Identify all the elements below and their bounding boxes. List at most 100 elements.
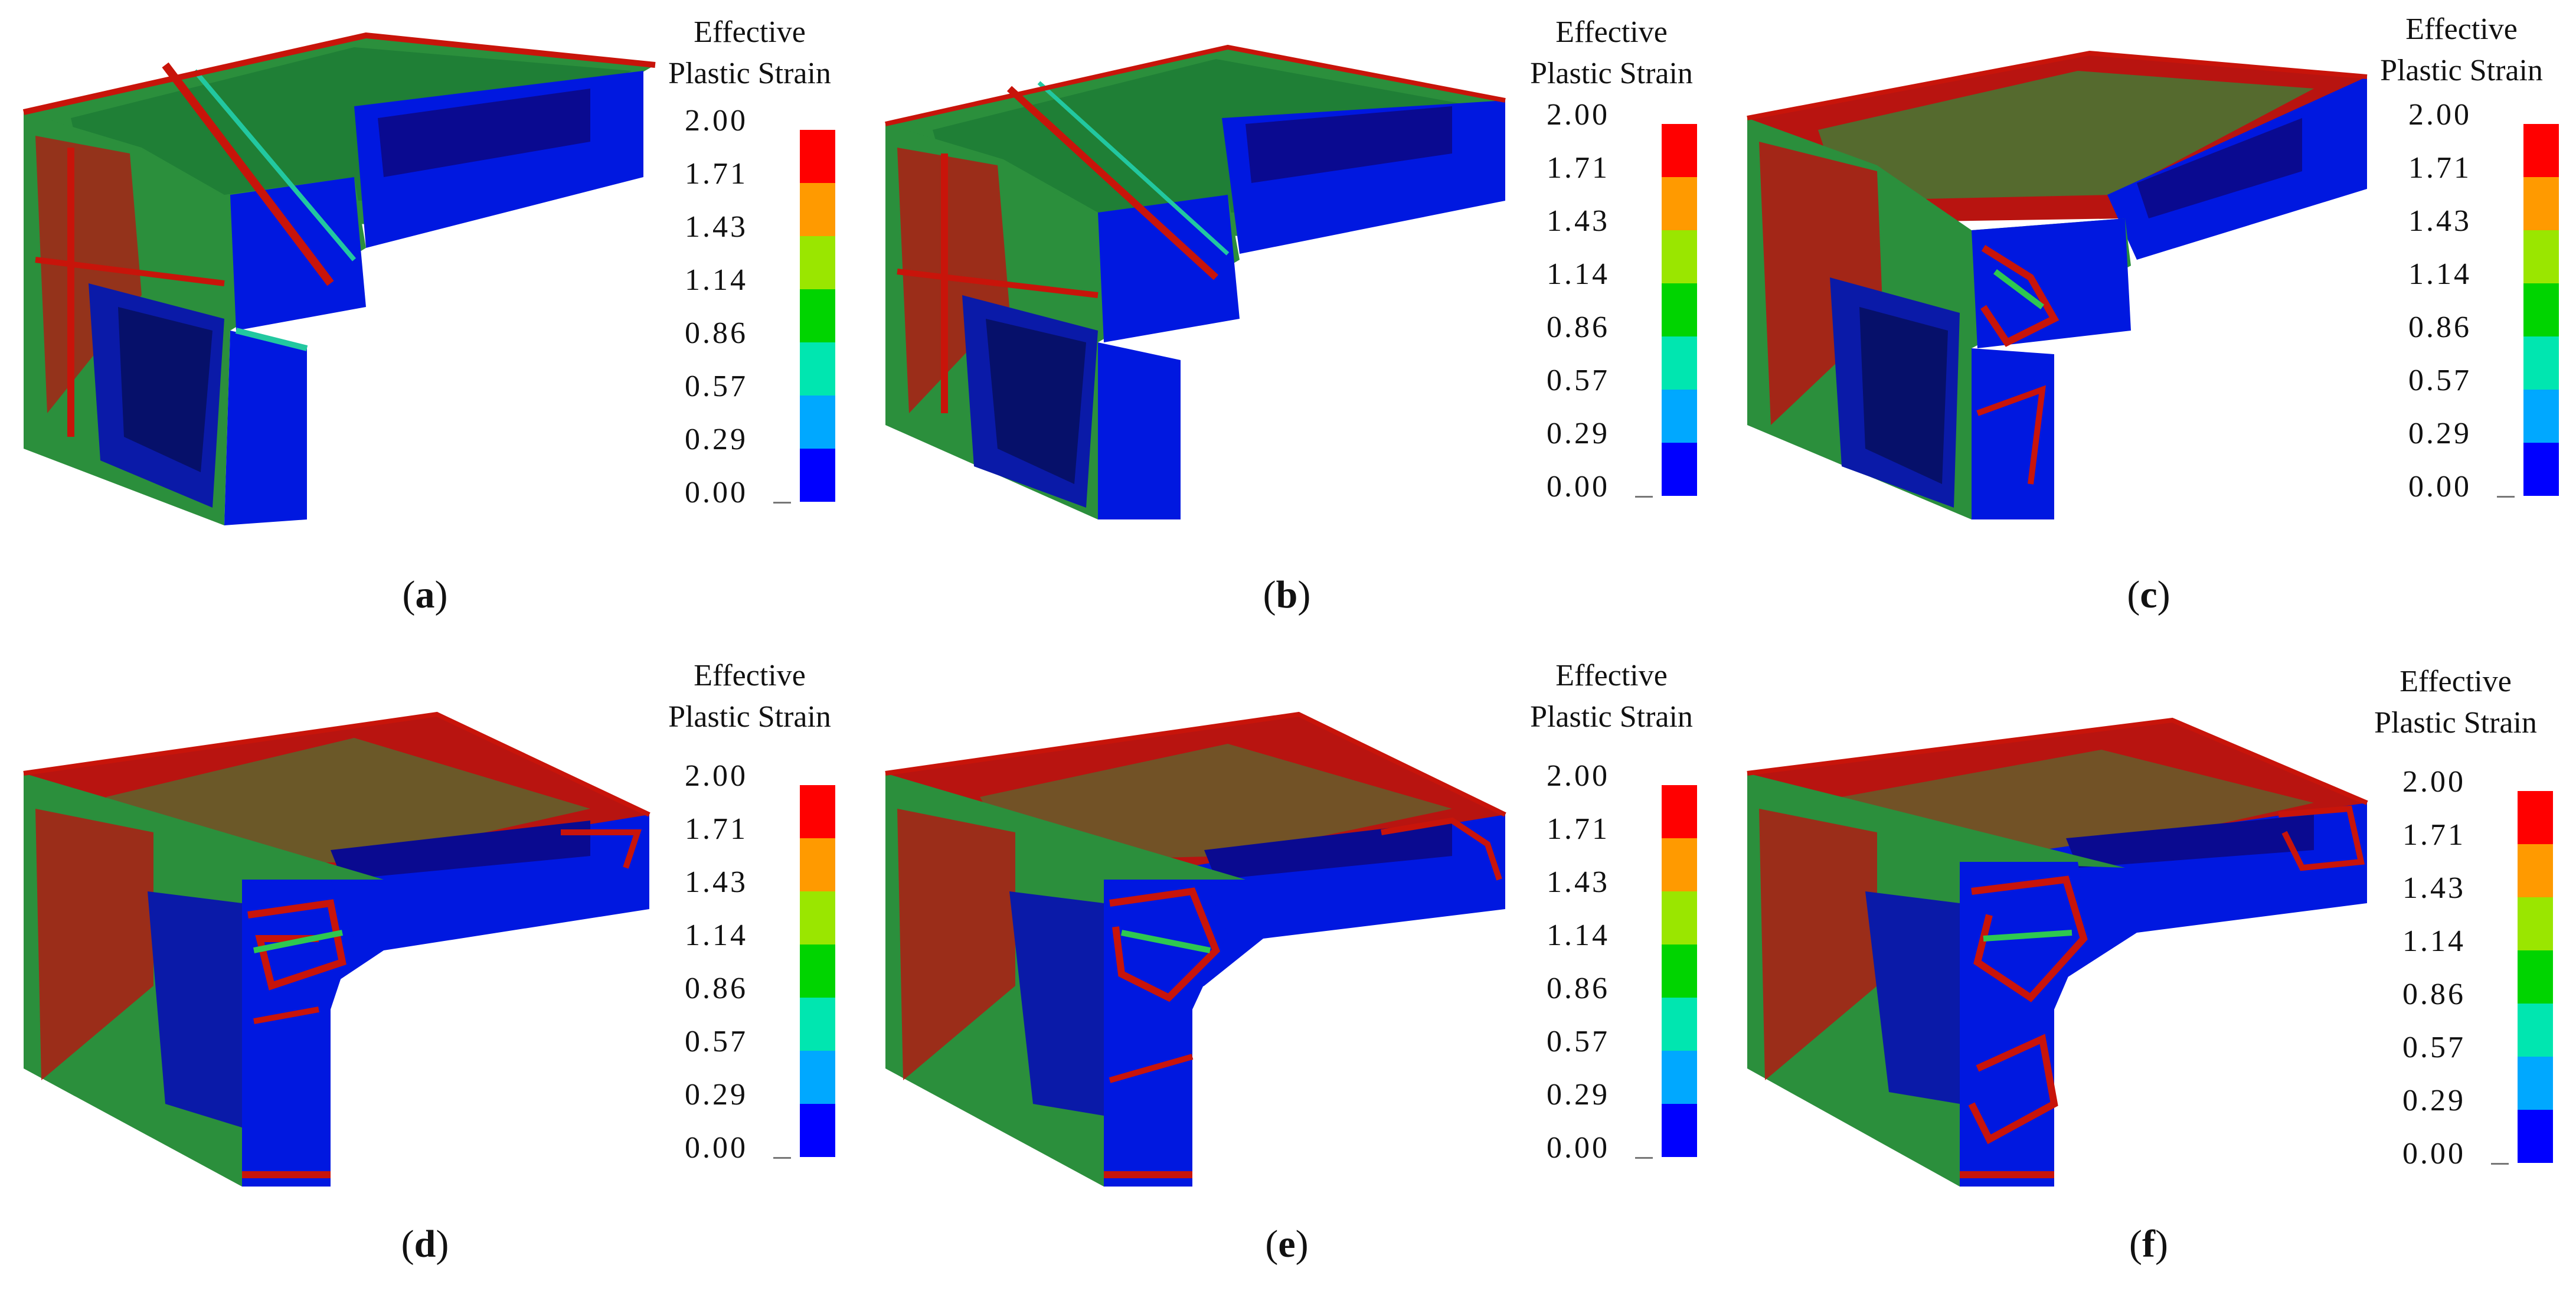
- simulation-render-a: [22, 32, 656, 525]
- block-model-c: [1747, 50, 2368, 519]
- color-band-4: [800, 998, 835, 1051]
- simulation-render-f: [1747, 717, 2368, 1187]
- tick-label: 1.43: [1547, 865, 1610, 899]
- zero-tick-line: [1635, 1157, 1653, 1159]
- tick-label: 2.00: [1547, 759, 1610, 793]
- zero-tick-line: [2491, 1163, 2509, 1165]
- tick-label: 0.00: [2408, 470, 2472, 504]
- color-band-1: [800, 838, 835, 891]
- tick-label: 2.00: [2408, 98, 2472, 132]
- tick-label: 0.29: [2402, 1084, 2466, 1117]
- tick-label: 1.14: [1547, 257, 1610, 291]
- zero-tick-line: [773, 1157, 791, 1159]
- block-model-a: [22, 32, 656, 525]
- color-band-6: [2523, 443, 2559, 496]
- color-band-3: [2518, 950, 2553, 1004]
- color-band-3: [1662, 944, 1697, 998]
- tick-label: 1.14: [2408, 257, 2472, 291]
- color-band-5: [1662, 1051, 1697, 1104]
- legend-title-line1: Effective: [1555, 15, 1668, 49]
- tick-label: 0.86: [685, 972, 748, 1005]
- tick-label: 0.86: [1547, 972, 1610, 1005]
- tick-label: 1.71: [2408, 151, 2472, 185]
- tick-label: 0.29: [685, 423, 748, 456]
- color-band-1: [1662, 177, 1697, 230]
- color-band-4: [1662, 336, 1697, 390]
- block-model-b: [885, 44, 1506, 519]
- color-band-1: [2518, 844, 2553, 897]
- tick-label: 0.57: [685, 1025, 748, 1058]
- tick-label: 1.14: [2402, 924, 2466, 958]
- tick-label: 1.43: [2408, 204, 2472, 238]
- color-band-2: [2523, 230, 2559, 283]
- panel-f: Effective Plastic Strain 2.00 1.71 1.43 1.1…: [1724, 655, 2576, 1299]
- tick-label: 2.00: [685, 759, 748, 793]
- tick-label: 0.00: [1547, 1131, 1610, 1165]
- color-band-2: [800, 891, 835, 944]
- legend-title-line2: Plastic Strain: [668, 57, 831, 90]
- simulation-render-b: [885, 44, 1506, 519]
- legend-title-line1: Effective: [2400, 665, 2512, 698]
- legend-title-line2: Plastic Strain: [1530, 57, 1693, 90]
- color-band-6: [1662, 1104, 1697, 1157]
- color-band-3: [800, 289, 835, 342]
- tick-label: 0.00: [1547, 470, 1610, 504]
- color-band-0: [800, 785, 835, 838]
- tick-label: 1.43: [1547, 204, 1610, 238]
- block-model-e: [885, 711, 1506, 1187]
- caption-b: (b): [1263, 573, 1311, 616]
- tick-label: 1.71: [685, 812, 748, 846]
- legend-title-line2: Plastic Strain: [2380, 54, 2543, 87]
- panel-c: Effective Plastic Strain 2.00 1.71 1.43 1.1…: [1724, 0, 2576, 643]
- color-band-4: [1662, 998, 1697, 1051]
- legend-title-line1: Effective: [1555, 659, 1668, 692]
- tick-label: 1.43: [2402, 871, 2466, 905]
- color-band-2: [800, 236, 835, 289]
- simulation-render-c: [1747, 50, 2368, 519]
- tick-label: 1.14: [685, 919, 748, 952]
- color-band-0: [1662, 124, 1697, 177]
- color-band-5: [800, 396, 835, 449]
- tick-label: 0.86: [1547, 311, 1610, 344]
- tick-label: 0.29: [1547, 1078, 1610, 1112]
- tick-label: 0.57: [685, 370, 748, 403]
- color-band-4: [2518, 1004, 2553, 1057]
- zero-tick-line: [1635, 496, 1653, 498]
- tick-label: 0.00: [685, 1131, 748, 1165]
- color-band-6: [1662, 443, 1697, 496]
- color-band-0: [2518, 791, 2553, 844]
- simulation-render-e: [885, 711, 1506, 1187]
- tick-label: 0.57: [2402, 1031, 2466, 1064]
- legend-title-line2: Plastic Strain: [1530, 700, 1693, 734]
- color-band-1: [1662, 838, 1697, 891]
- color-band-2: [1662, 891, 1697, 944]
- color-band-5: [2518, 1057, 2553, 1110]
- tick-label: 0.29: [685, 1078, 748, 1112]
- color-band-0: [1662, 785, 1697, 838]
- tick-label: 2.00: [685, 104, 748, 138]
- tick-label: 0.00: [685, 476, 748, 509]
- legend-title-line2: Plastic Strain: [2374, 706, 2537, 740]
- tick-label: 0.86: [685, 316, 748, 350]
- panel-b: Effective Plastic Strain 2.00 1.71 1.43 1.1…: [862, 0, 1718, 643]
- color-band-1: [2523, 177, 2559, 230]
- color-band-3: [1662, 283, 1697, 336]
- block-model-f: [1747, 717, 2368, 1187]
- color-band-0: [800, 130, 835, 183]
- color-band-4: [2523, 336, 2559, 390]
- legend-title-line1: Effective: [2405, 12, 2518, 46]
- tick-label: 0.29: [2408, 417, 2472, 450]
- caption-e: (e): [1265, 1223, 1309, 1266]
- panel-d: Effective Plastic Strain 2.00 1.71 1.43 1.1…: [0, 655, 856, 1299]
- tick-label: 0.86: [2408, 311, 2472, 344]
- tick-label: 1.14: [685, 263, 748, 297]
- color-band-5: [1662, 390, 1697, 443]
- color-band-6: [2518, 1110, 2553, 1163]
- color-band-2: [2518, 897, 2553, 950]
- panel-e: Effective Plastic Strain 2.00 1.71 1.43 1.1…: [862, 655, 1718, 1299]
- color-band-6: [800, 449, 835, 502]
- tick-label: 0.00: [2402, 1137, 2466, 1171]
- tick-label: 0.86: [2402, 978, 2466, 1011]
- tick-label: 2.00: [2402, 765, 2466, 799]
- color-band-6: [800, 1104, 835, 1157]
